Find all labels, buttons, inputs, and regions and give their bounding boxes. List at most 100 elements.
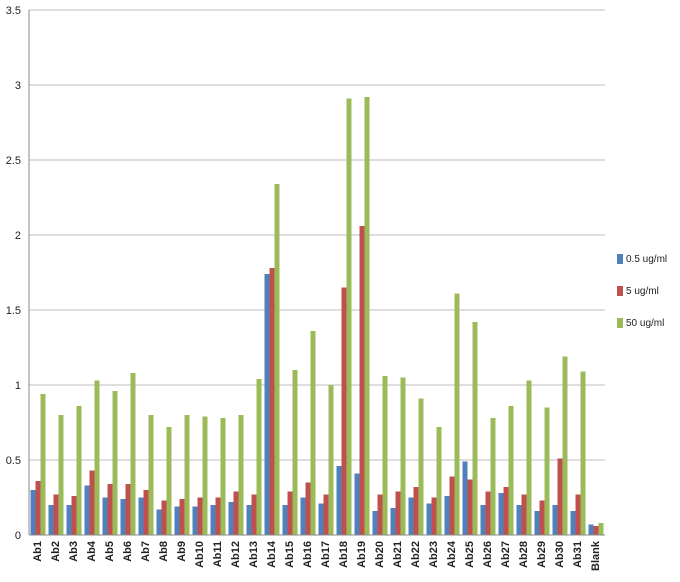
bar — [377, 494, 383, 535]
bar — [238, 415, 244, 535]
x-tick-label: Ab10 — [194, 541, 206, 568]
bar — [102, 497, 108, 535]
x-tick-label: Ab20 — [374, 541, 386, 568]
bar — [318, 503, 324, 535]
bar — [508, 406, 514, 535]
x-tick-label: Ab6 — [122, 541, 134, 562]
bar — [233, 491, 239, 535]
bar — [436, 427, 442, 535]
y-tick-label: 2 — [15, 230, 21, 242]
y-tick-label: 0 — [15, 530, 21, 542]
bar — [215, 497, 221, 535]
bar — [292, 370, 298, 535]
y-tick-labels: 0 0.5 1 1.5 2 2.5 3 3.5 — [6, 5, 21, 542]
x-tick-label: Ab29 — [536, 541, 548, 568]
bar — [130, 373, 136, 535]
bar — [58, 415, 64, 535]
x-tick-label: Ab19 — [356, 541, 368, 568]
y-tick-label: 1.5 — [6, 305, 21, 317]
bar — [575, 494, 581, 535]
x-tick-label: Ab18 — [338, 541, 350, 568]
legend: 0.5 ug/ml 5 ug/ml 50 ug/ml — [617, 252, 679, 348]
x-tick-label: Ab23 — [428, 541, 440, 568]
bar — [310, 331, 316, 535]
x-tick-label: Ab25 — [464, 541, 476, 568]
bar — [444, 496, 450, 535]
bar — [354, 473, 360, 535]
bar — [125, 484, 131, 535]
bar — [300, 497, 306, 535]
x-tick-labels: Ab1 Ab2 Ab3 Ab4 Ab5 Ab6 Ab7 Ab8 Ab9 Ab10 Ab11 Ab12 A… — [32, 540, 602, 571]
bar — [408, 497, 414, 535]
bar — [328, 385, 334, 535]
bar — [346, 98, 352, 535]
bar — [372, 511, 378, 535]
x-tick-label: Ab24 — [446, 540, 458, 568]
bar — [89, 470, 95, 535]
legend-swatch — [617, 286, 623, 296]
x-tick-label: Ab12 — [230, 541, 242, 568]
x-tick-label: Ab13 — [248, 541, 260, 568]
bar — [336, 466, 342, 535]
bar — [570, 511, 576, 535]
bar — [246, 505, 252, 535]
axes — [28, 10, 605, 536]
bar — [138, 497, 144, 535]
bar — [156, 509, 162, 535]
y-tick-label: 3.5 — [6, 5, 21, 17]
bar — [480, 505, 486, 535]
bar — [503, 487, 509, 535]
bar — [228, 502, 234, 535]
bar — [143, 490, 149, 535]
bar — [598, 523, 604, 535]
bar — [426, 503, 432, 535]
bar — [593, 526, 599, 535]
bar — [539, 500, 545, 535]
legend-label: 5 ug/ml — [626, 285, 659, 297]
legend-item: 5 ug/ml — [617, 284, 679, 298]
bar — [305, 482, 311, 535]
bar — [341, 287, 347, 535]
bar — [359, 226, 365, 535]
bar — [112, 391, 118, 535]
bar — [485, 491, 491, 535]
bar — [472, 322, 478, 535]
bar — [467, 479, 473, 535]
x-tick-label: Ab14 — [266, 540, 278, 568]
x-tick-label: Ab27 — [500, 541, 512, 568]
bar — [454, 293, 460, 535]
legend-item: 0.5 ug/ml — [617, 252, 679, 266]
bar — [148, 415, 154, 535]
y-tick-label: 2.5 — [6, 155, 21, 167]
bar — [71, 496, 77, 535]
bar — [269, 268, 275, 535]
gridlines — [29, 9, 605, 461]
y-tick-label: 0.5 — [6, 455, 21, 467]
bar — [251, 494, 257, 535]
bar — [526, 380, 532, 535]
bar — [462, 461, 468, 535]
bar — [184, 415, 190, 535]
x-tick-label: Ab2 — [50, 541, 62, 562]
bar — [107, 484, 113, 535]
bars — [30, 97, 604, 535]
legend-swatch — [617, 254, 623, 264]
y-tick-label: 1 — [15, 380, 21, 392]
bar — [166, 427, 172, 535]
bar — [66, 505, 72, 535]
bar — [395, 491, 401, 535]
bar — [161, 500, 167, 535]
legend-label: 50 ug/ml — [626, 317, 665, 329]
bar — [35, 481, 41, 535]
x-tick-label: Ab4 — [86, 540, 98, 562]
bar — [84, 485, 90, 535]
x-tick-label: Ab22 — [410, 541, 422, 568]
bar — [287, 491, 293, 535]
x-tick-label: Ab28 — [518, 541, 530, 568]
bar — [210, 505, 216, 535]
bar — [544, 407, 550, 535]
bar — [48, 505, 54, 535]
bar — [382, 376, 388, 535]
bar — [202, 416, 208, 535]
bar — [76, 406, 82, 535]
